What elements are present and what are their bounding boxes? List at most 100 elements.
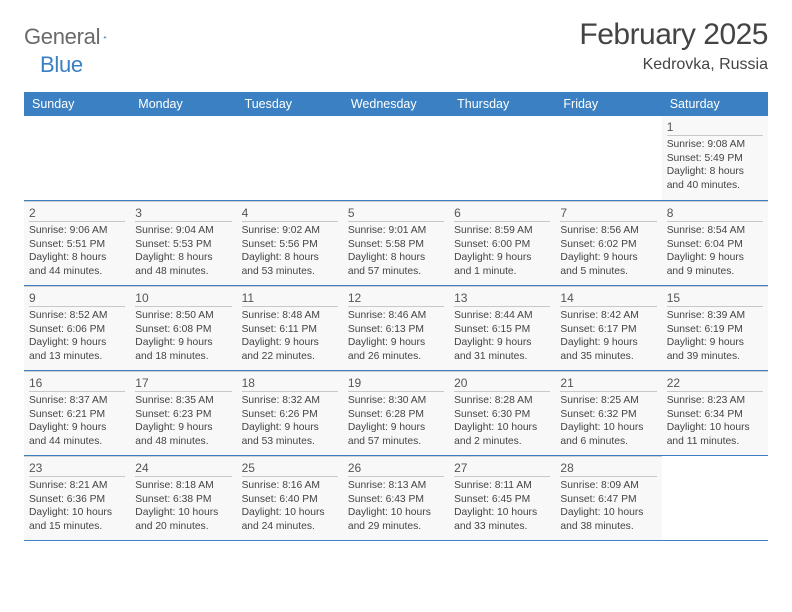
day-number: 12 bbox=[348, 291, 444, 307]
sunset-line: Sunset: 6:15 PM bbox=[454, 323, 550, 337]
day-cell: 20Sunrise: 8:28 AMSunset: 6:30 PMDayligh… bbox=[449, 371, 555, 455]
sunset-line: Sunset: 6:40 PM bbox=[242, 493, 338, 507]
sunset-line: Sunset: 6:04 PM bbox=[667, 238, 763, 252]
week-row: 9Sunrise: 8:52 AMSunset: 6:06 PMDaylight… bbox=[24, 286, 768, 371]
sunset-line: Sunset: 5:53 PM bbox=[135, 238, 231, 252]
empty-day-cell bbox=[343, 116, 449, 200]
day-cell: 14 Sunrise: 8:42 AMSunset: 6:17 PMDayligh… bbox=[555, 286, 661, 370]
day-cell: 8Sunrise: 8:54 AMSunset: 6:04 PMDaylight… bbox=[662, 201, 768, 285]
day2-line: and 39 minutes. bbox=[667, 350, 763, 364]
week-row: 2Sunrise: 9:06 AMSunset: 5:51 PMDaylight… bbox=[24, 201, 768, 286]
day-cell: 21Sunrise: 8:25 AMSunset: 6:32 PMDayligh… bbox=[555, 371, 661, 455]
day2-line: and 33 minutes. bbox=[454, 520, 550, 534]
sunrise-line: Sunrise: 9:04 AM bbox=[135, 224, 231, 238]
day-number: 4 bbox=[242, 206, 338, 222]
weekday-header: Saturday bbox=[662, 92, 768, 116]
day1-line: Daylight: 9 hours bbox=[667, 251, 763, 265]
sunrise-line: Sunrise: 8:42 AM bbox=[560, 309, 656, 323]
day2-line: and 53 minutes. bbox=[242, 435, 338, 449]
day2-line: and 2 minutes. bbox=[454, 435, 550, 449]
sunset-line: Sunset: 6:13 PM bbox=[348, 323, 444, 337]
sunset-line: Sunset: 6:23 PM bbox=[135, 408, 231, 422]
sunrise-line: Sunrise: 8:16 AM bbox=[242, 479, 338, 493]
day-number: 1 bbox=[667, 120, 763, 136]
weekday-header-row: Sunday Monday Tuesday Wednesday Thursday… bbox=[24, 92, 768, 116]
day1-line: Daylight: 9 hours bbox=[135, 336, 231, 350]
sunrise-line: Sunrise: 8:32 AM bbox=[242, 394, 338, 408]
weekday-header: Wednesday bbox=[343, 92, 449, 116]
day-details: Sunrise: 8:35 AMSunset: 6:23 PMDaylight:… bbox=[135, 394, 231, 448]
day-details: Sunrise: 8:50 AMSunset: 6:08 PMDaylight:… bbox=[135, 309, 231, 363]
day1-line: Daylight: 8 hours bbox=[29, 251, 125, 265]
day-number: 9 bbox=[29, 291, 125, 307]
day-cell: 28Sunrise: 8:09 AMSunset: 6:47 PMDayligh… bbox=[555, 456, 661, 540]
day-details: Sunrise: 8:44 AMSunset: 6:15 PMDaylight:… bbox=[454, 309, 550, 363]
day1-line: Daylight: 10 hours bbox=[454, 506, 550, 520]
day-number: 24 bbox=[135, 461, 231, 477]
sunset-line: Sunset: 6:00 PM bbox=[454, 238, 550, 252]
day1-line: Daylight: 8 hours bbox=[135, 251, 231, 265]
day-cell: 12 Sunrise: 8:46 AMSunset: 6:13 PMDayligh… bbox=[343, 286, 449, 370]
day-number: 14 bbox=[560, 291, 656, 307]
day-details: Sunrise: 8:28 AMSunset: 6:30 PMDaylight:… bbox=[454, 394, 550, 448]
day1-line: Daylight: 9 hours bbox=[29, 421, 125, 435]
day-details: Sunrise: 8:23 AMSunset: 6:34 PMDaylight:… bbox=[667, 394, 763, 448]
day1-line: Daylight: 9 hours bbox=[667, 336, 763, 350]
day-number: 7 bbox=[560, 206, 656, 222]
day-cell: 17Sunrise: 8:35 AMSunset: 6:23 PMDayligh… bbox=[130, 371, 236, 455]
day-cell: 23Sunrise: 8:21 AMSunset: 6:36 PMDayligh… bbox=[24, 456, 130, 540]
sunset-line: Sunset: 6:45 PM bbox=[454, 493, 550, 507]
day-details: Sunrise: 8:42 AMSunset: 6:17 PMDaylight:… bbox=[560, 309, 656, 363]
day-number: 28 bbox=[560, 461, 656, 477]
day2-line: and 44 minutes. bbox=[29, 435, 125, 449]
logo: General bbox=[24, 24, 127, 50]
day1-line: Daylight: 9 hours bbox=[454, 336, 550, 350]
day2-line: and 38 minutes. bbox=[560, 520, 656, 534]
sunrise-line: Sunrise: 8:30 AM bbox=[348, 394, 444, 408]
day-details: Sunrise: 9:01 AMSunset: 5:58 PMDaylight:… bbox=[348, 224, 444, 278]
day2-line: and 29 minutes. bbox=[348, 520, 444, 534]
day2-line: and 53 minutes. bbox=[242, 265, 338, 279]
day1-line: Daylight: 10 hours bbox=[348, 506, 444, 520]
empty-day-cell bbox=[662, 456, 768, 540]
empty-day-cell bbox=[130, 116, 236, 200]
sunrise-line: Sunrise: 8:13 AM bbox=[348, 479, 444, 493]
sunrise-line: Sunrise: 8:39 AM bbox=[667, 309, 763, 323]
month-title: February 2025 bbox=[579, 18, 768, 52]
sunset-line: Sunset: 6:08 PM bbox=[135, 323, 231, 337]
day2-line: and 22 minutes. bbox=[242, 350, 338, 364]
day-details: Sunrise: 8:30 AMSunset: 6:28 PMDaylight:… bbox=[348, 394, 444, 448]
sunrise-line: Sunrise: 8:09 AM bbox=[560, 479, 656, 493]
sunrise-line: Sunrise: 8:44 AM bbox=[454, 309, 550, 323]
sunset-line: Sunset: 6:30 PM bbox=[454, 408, 550, 422]
day-details: Sunrise: 8:56 AMSunset: 6:02 PMDaylight:… bbox=[560, 224, 656, 278]
day2-line: and 57 minutes. bbox=[348, 435, 444, 449]
calendar-grid: Sunday Monday Tuesday Wednesday Thursday… bbox=[24, 92, 768, 541]
day1-line: Daylight: 10 hours bbox=[560, 421, 656, 435]
day-details: Sunrise: 9:08 AMSunset: 5:49 PMDaylight:… bbox=[667, 138, 763, 192]
day1-line: Daylight: 9 hours bbox=[135, 421, 231, 435]
day-number: 2 bbox=[29, 206, 125, 222]
sunrise-line: Sunrise: 8:18 AM bbox=[135, 479, 231, 493]
sunrise-line: Sunrise: 8:46 AM bbox=[348, 309, 444, 323]
day-details: Sunrise: 8:37 AMSunset: 6:21 PMDaylight:… bbox=[29, 394, 125, 448]
day-details: Sunrise: 8:18 AMSunset: 6:38 PMDaylight:… bbox=[135, 479, 231, 533]
sunset-line: Sunset: 6:26 PM bbox=[242, 408, 338, 422]
sunset-line: Sunset: 6:32 PM bbox=[560, 408, 656, 422]
day1-line: Daylight: 9 hours bbox=[454, 251, 550, 265]
day2-line: and 48 minutes. bbox=[135, 435, 231, 449]
day-details: Sunrise: 8:46 AMSunset: 6:13 PMDaylight:… bbox=[348, 309, 444, 363]
week-row: 16Sunrise: 8:37 AMSunset: 6:21 PMDayligh… bbox=[24, 371, 768, 456]
sunrise-line: Sunrise: 8:37 AM bbox=[29, 394, 125, 408]
day-number: 27 bbox=[454, 461, 550, 477]
day1-line: Daylight: 9 hours bbox=[29, 336, 125, 350]
day-details: Sunrise: 9:04 AMSunset: 5:53 PMDaylight:… bbox=[135, 224, 231, 278]
day1-line: Daylight: 10 hours bbox=[29, 506, 125, 520]
day-cell: 19Sunrise: 8:30 AMSunset: 6:28 PMDayligh… bbox=[343, 371, 449, 455]
day-cell: 9Sunrise: 8:52 AMSunset: 6:06 PMDaylight… bbox=[24, 286, 130, 370]
day-details: Sunrise: 8:16 AMSunset: 6:40 PMDaylight:… bbox=[242, 479, 338, 533]
day2-line: and 48 minutes. bbox=[135, 265, 231, 279]
day1-line: Daylight: 9 hours bbox=[560, 336, 656, 350]
day-cell: 15Sunrise: 8:39 AMSunset: 6:19 PMDayligh… bbox=[662, 286, 768, 370]
sunset-line: Sunset: 5:49 PM bbox=[667, 152, 763, 166]
